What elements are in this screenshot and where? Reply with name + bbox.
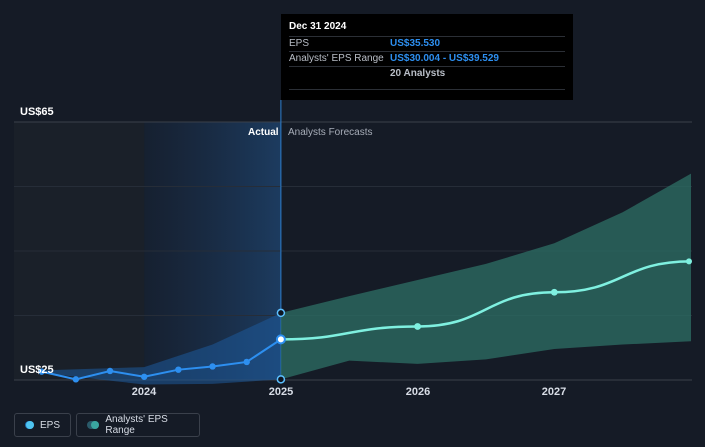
x-tick-2024: 2024: [131, 386, 157, 398]
y-axis-min-label: US$25: [20, 364, 54, 376]
forecast-label: Analysts Forecasts: [288, 127, 373, 138]
range-high-marker: [276, 308, 286, 318]
legend-range[interactable]: Analysts' EPS Range: [76, 413, 200, 437]
forecast-point: [414, 323, 421, 330]
eps-actual-line: [41, 338, 282, 381]
tooltip-eps-value: US$35.530: [390, 38, 441, 49]
eps-point: [38, 368, 45, 375]
tooltip-range-value: US$30.004 - US$39.529: [390, 53, 499, 64]
eps-swatch-icon: [25, 421, 34, 429]
x-tick-2026: 2026: [405, 386, 431, 398]
tooltip-analysts-row: 20 Analysts: [289, 66, 565, 90]
tooltip-analysts: 20 Analysts: [390, 68, 446, 79]
eps-point: [175, 366, 182, 373]
tooltip-date: Dec 31 2024: [289, 21, 347, 32]
range-band-forecast: [280, 173, 691, 380]
range-swatch-icon: [87, 421, 100, 429]
eps-point: [72, 376, 80, 383]
x-tick-2025: 2025: [268, 386, 294, 398]
eps-point: [106, 367, 114, 375]
legend-eps[interactable]: EPS: [14, 413, 71, 437]
tooltip: Dec 31 2024 EPS US$35.530 Analysts' EPS …: [281, 14, 573, 100]
forecast-point: [550, 288, 558, 296]
range-low-marker: [276, 375, 286, 384]
eps-point: [141, 373, 148, 380]
actual-label: Actual: [248, 127, 279, 138]
legend-range-label: Analysts' EPS Range: [105, 414, 168, 436]
tooltip-eps-label: EPS: [289, 38, 310, 49]
eps-point: [243, 358, 250, 366]
forecast-point: [686, 258, 692, 265]
tooltip-range-row: Analysts' EPS Range US$30.004 - US$39.52…: [289, 51, 565, 66]
tooltip-range-label: Analysts' EPS Range: [289, 53, 384, 64]
eps-forecast-line: [280, 260, 692, 341]
range-band-actual: [41, 312, 281, 385]
eps-highlight-marker: [275, 334, 286, 345]
tooltip-eps-row: EPS US$35.530: [289, 36, 565, 51]
x-tick-2027: 2027: [541, 386, 567, 398]
legend-eps-label: EPS: [39, 419, 60, 431]
eps-point: [209, 363, 216, 370]
y-axis-max-label: US$65: [20, 106, 54, 118]
